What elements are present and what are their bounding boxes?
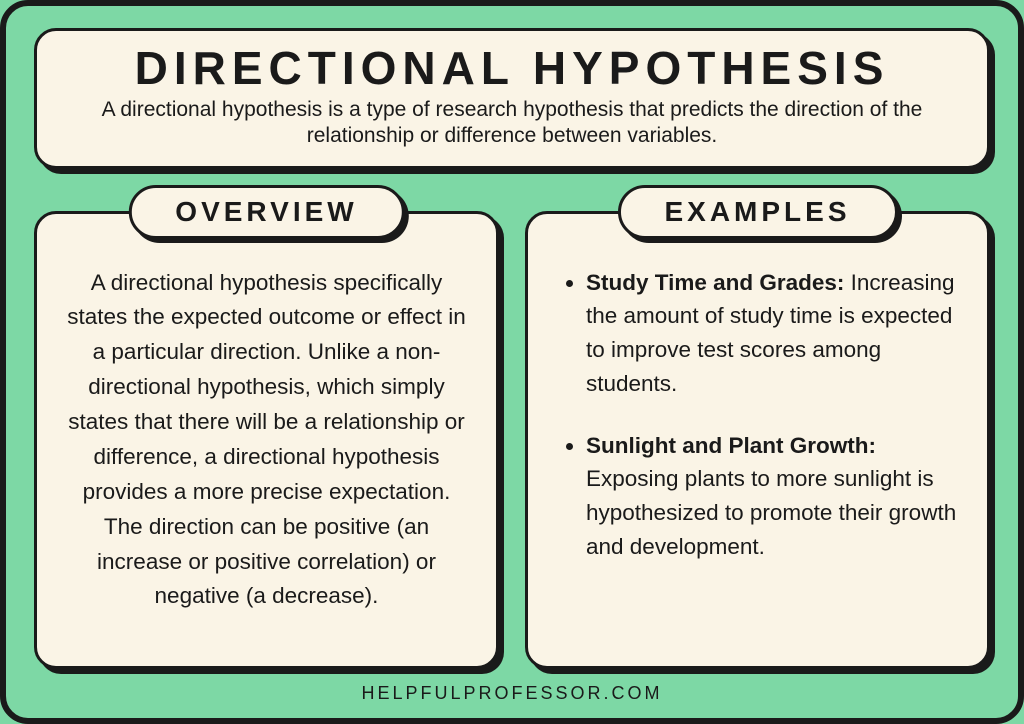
page-title: DIRECTIONAL HYPOTHESIS xyxy=(65,41,959,95)
list-item: Study Time and Grades: Increasing the am… xyxy=(586,266,957,401)
examples-list: Study Time and Grades: Increasing the am… xyxy=(558,266,957,564)
columns-container: OVERVIEW A directional hypothesis specif… xyxy=(34,211,990,670)
example-body: Exposing plants to more sunlight is hypo… xyxy=(586,466,956,559)
page-subtitle: A directional hypothesis is a type of re… xyxy=(72,97,952,150)
examples-label: EXAMPLES xyxy=(617,185,897,239)
overview-body: A directional hypothesis specifically st… xyxy=(67,266,466,615)
list-item: Sunlight and Plant Growth: Exposing plan… xyxy=(586,429,957,564)
overview-column: OVERVIEW A directional hypothesis specif… xyxy=(34,211,499,670)
example-title: Study Time and Grades: xyxy=(586,270,844,295)
examples-column: EXAMPLES Study Time and Grades: Increasi… xyxy=(525,211,990,670)
header-card: DIRECTIONAL HYPOTHESIS A directional hyp… xyxy=(34,28,990,169)
overview-label: OVERVIEW xyxy=(128,185,404,239)
example-title: Sunlight and Plant Growth: xyxy=(586,433,876,458)
footer-attribution: HELPFULPROFESSOR.COM xyxy=(34,683,990,704)
examples-card: Study Time and Grades: Increasing the am… xyxy=(525,211,990,670)
overview-card: A directional hypothesis specifically st… xyxy=(34,211,499,670)
